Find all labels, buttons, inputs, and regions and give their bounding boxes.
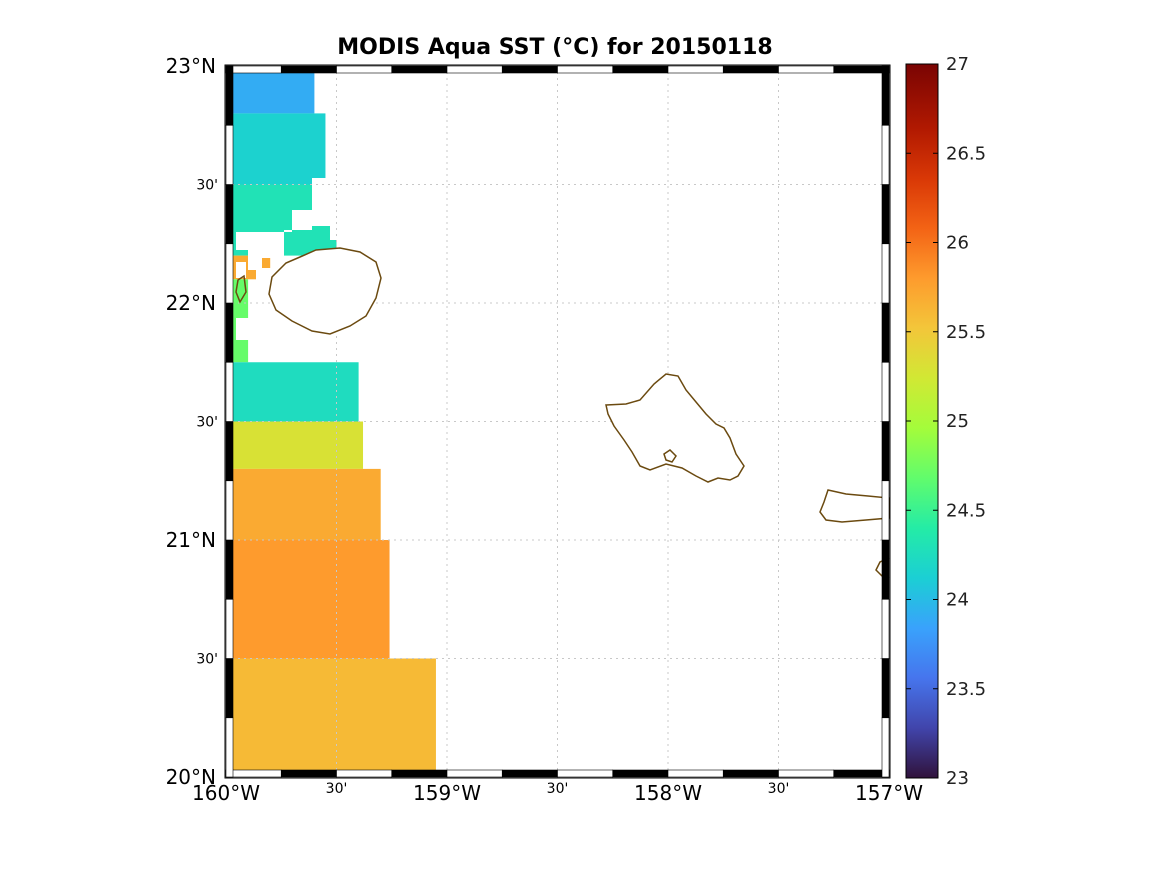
frame-segment: [881, 717, 890, 778]
colorbar-tick-label: 26: [946, 233, 969, 254]
colorbar-tick-label: 25: [946, 411, 969, 432]
frame-segment: [501, 769, 558, 778]
frame-segment: [446, 769, 503, 778]
map-frame: [224, 64, 891, 779]
frame-segment: [225, 480, 234, 541]
sst-cell: [226, 113, 326, 185]
frame-segment: [778, 769, 835, 778]
frame-segment: [225, 184, 234, 245]
frame-segment: [501, 65, 558, 74]
pearl-harbor: [663, 449, 677, 463]
frame-segment: [225, 658, 234, 719]
coastlines: [235, 247, 890, 579]
sst-cell: [226, 66, 315, 114]
x-tick-label: 30': [547, 781, 569, 797]
no-data-gap: [236, 210, 312, 270]
frame-segment: [881, 124, 890, 185]
frame-segment: [722, 65, 779, 74]
sst-cell: [226, 421, 364, 469]
frame-segment: [336, 65, 393, 74]
frame-segment: [280, 769, 337, 778]
niihau-outline: [235, 274, 247, 304]
frame-segment: [225, 65, 234, 126]
frame-segment: [881, 184, 890, 245]
no-data-gap: [312, 66, 350, 240]
frame-segment: [391, 769, 448, 778]
frame-segment: [225, 302, 234, 363]
frame-segment: [612, 769, 669, 778]
y-tick-label: 21°N: [166, 528, 216, 552]
frame-segment: [225, 243, 234, 304]
frame-segment: [225, 598, 234, 659]
frame-segment: [667, 769, 724, 778]
x-tick-label: 160°W: [192, 781, 260, 805]
x-tick-label: 158°W: [634, 781, 702, 805]
frame-segment: [881, 361, 890, 422]
x-tick-label: 30': [326, 781, 348, 797]
colorbar-tick-label: 24: [946, 590, 969, 611]
y-axis-labels: 20°N 30' 21°N 30' 22°N 30' 23°N: [166, 54, 218, 789]
no-data-gap: [236, 262, 246, 278]
colorbar-tick-label: 24.5: [946, 500, 986, 521]
frame-segment: [881, 480, 890, 541]
frame-segment: [881, 302, 890, 363]
colorbar-tick-label: 25.5: [946, 322, 986, 343]
frame-segment: [557, 65, 614, 74]
x-tick-label: 157°W: [855, 781, 923, 805]
x-tick-label: 30': [768, 781, 790, 797]
sst-cell: [226, 658, 436, 777]
colorbar-ticks: 23 23.5 24 24.5 25 25.5 26 26.5 27: [906, 54, 986, 789]
frame-segment: [881, 243, 890, 304]
frame-segment: [336, 769, 393, 778]
frame-segment: [833, 769, 890, 778]
frame-segment: [557, 769, 614, 778]
y-tick-label: 30': [196, 178, 218, 194]
frame-segment: [225, 717, 234, 778]
frame-segment: [612, 65, 669, 74]
y-tick-label: 30': [196, 652, 218, 668]
sst-cell: [226, 468, 381, 540]
frame-segment: [833, 65, 890, 74]
sst-cell: [226, 540, 390, 659]
frame-segment: [881, 598, 890, 659]
sst-cell: [226, 362, 359, 422]
colorbar-tick-label: 23.5: [946, 679, 986, 700]
frame-segment: [446, 65, 503, 74]
frame-segment: [722, 769, 779, 778]
frame-segment: [225, 65, 282, 74]
frame-segment: [280, 65, 337, 74]
frame-segment: [667, 65, 724, 74]
kauai-coastline: [268, 247, 382, 335]
y-tick-label: 23°N: [166, 54, 216, 78]
chart-title: MODIS Aqua SST (°C) for 20150118: [337, 35, 772, 60]
no-data-gap: [236, 318, 256, 340]
frame-segment: [881, 539, 890, 600]
molokai-coastline: [819, 489, 890, 523]
frame-segment: [778, 65, 835, 74]
frame-segment: [391, 65, 448, 74]
y-tick-label: 20°N: [166, 765, 216, 789]
frame-segment: [225, 124, 234, 185]
frame-segment: [881, 658, 890, 719]
colorbar-tick-label: 27: [946, 54, 969, 75]
oahu-coastline: [605, 373, 745, 483]
colorbar: [905, 63, 939, 779]
y-tick-label: 30': [196, 415, 218, 431]
x-tick-label: 159°W: [413, 781, 481, 805]
frame-segment: [881, 421, 890, 482]
frame-segment: [225, 539, 234, 600]
frame-segment: [225, 769, 282, 778]
y-tick-label: 22°N: [166, 291, 216, 315]
frame-segment: [225, 361, 234, 422]
frame-outline: [224, 64, 891, 779]
x-axis-labels: 160°W 30' 159°W 30' 158°W 30' 157°W: [192, 781, 923, 805]
colorbar-tick-label: 26.5: [946, 143, 986, 164]
frame-segment: [881, 65, 890, 126]
frame-segment: [225, 421, 234, 482]
colorbar-tick-label: 23: [946, 768, 969, 789]
